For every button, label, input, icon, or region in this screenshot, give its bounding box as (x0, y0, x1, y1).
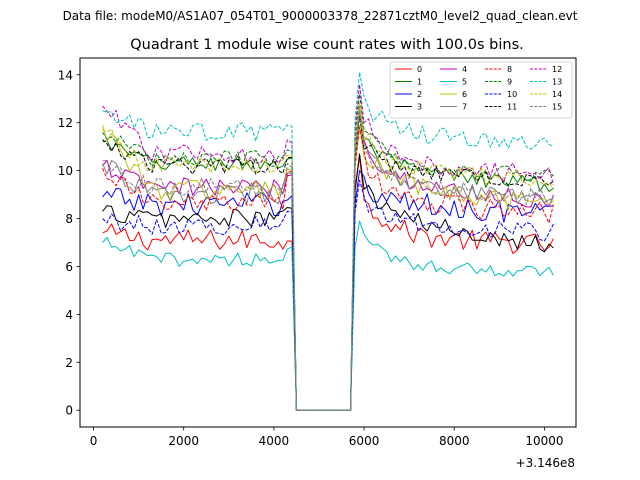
legend-label-6: 6 (462, 90, 467, 99)
legend-label-5: 5 (462, 78, 467, 87)
suptitle: Data file: modeM0/AS1A07_054T01_90000033… (63, 9, 578, 23)
legend-label-15: 15 (552, 103, 562, 112)
legend-label-11: 11 (507, 103, 517, 112)
legend-label-1: 1 (417, 78, 422, 87)
x-tick-label: 6000 (349, 434, 380, 448)
legend-label-2: 2 (417, 90, 422, 99)
x-tick-label: 0 (90, 434, 98, 448)
y-tick-label: 0 (65, 404, 73, 418)
legend-label-10: 10 (507, 90, 517, 99)
legend-label-9: 9 (507, 78, 512, 87)
x-tick-label: 8000 (439, 434, 470, 448)
legend-label-13: 13 (552, 78, 562, 87)
y-tick-label: 4 (65, 308, 73, 322)
legend-label-4: 4 (462, 65, 467, 74)
y-tick-label: 2 (65, 356, 73, 370)
x-tick-label: 4000 (259, 434, 290, 448)
legend-label-12: 12 (552, 65, 562, 74)
x-tick-label: 2000 (168, 434, 199, 448)
series-line-13 (102, 71, 554, 411)
legend-label-8: 8 (507, 65, 512, 74)
x-axis: 0 2000 4000 6000 8000 10000 (90, 427, 564, 448)
legend-label-3: 3 (417, 103, 422, 112)
y-tick-label: 10 (58, 164, 73, 178)
y-axis: 0 2 4 6 8 10 12 14 (58, 68, 80, 418)
x-axis-offset-label: +3.146e8 (516, 456, 575, 470)
series-layer (102, 71, 554, 411)
legend-label-7: 7 (462, 103, 467, 112)
legend-label-14: 14 (552, 90, 562, 99)
legend-label-0: 0 (417, 65, 422, 74)
legend-box (389, 61, 573, 119)
plot-frame (79, 57, 577, 428)
y-tick-label: 6 (65, 260, 73, 274)
plot-area (80, 58, 576, 427)
y-tick-label: 12 (58, 116, 73, 130)
series-line-15 (102, 112, 554, 411)
y-tick-label: 14 (58, 68, 73, 82)
y-tick-label: 8 (65, 212, 73, 226)
x-tick-label: 10000 (525, 434, 563, 448)
chart-title: Quadrant 1 module wise count rates with … (130, 37, 524, 53)
series-line-8 (102, 126, 554, 411)
